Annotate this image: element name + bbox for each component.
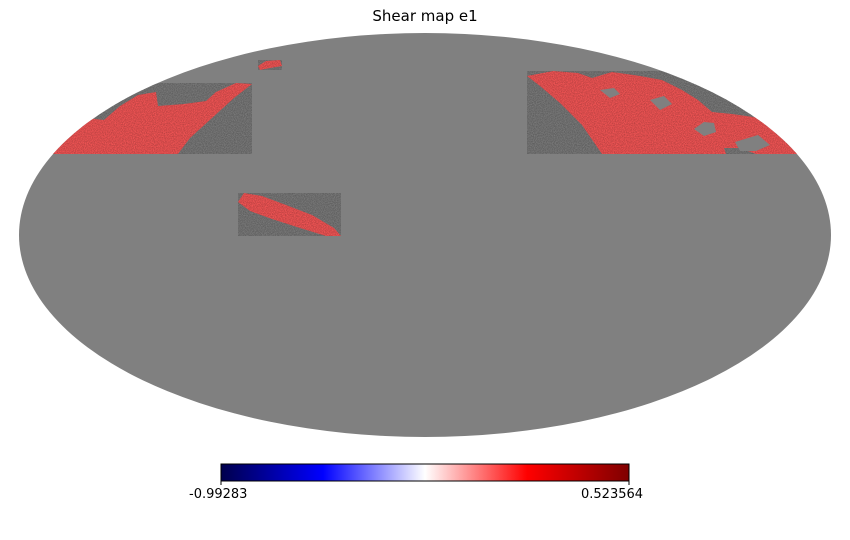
masked-sky-background [19,33,831,437]
masked-hole [735,135,770,151]
colorbar [220,463,630,482]
masked-holes [600,88,770,151]
data-region-top-small-noise [258,60,282,70]
masked-hole [650,96,672,110]
masked-hole [694,122,716,136]
data-region-upper-left-noise [45,83,252,154]
data-pixel-noise [45,60,800,236]
colorbar-min-label: -0.99283 [189,487,248,502]
data-region-upper-right-noise [527,71,800,154]
data-region-streak-noise [238,193,341,236]
colorbar-max-label: 0.523564 [581,487,644,502]
masked-hole [600,88,620,98]
map-title: Shear map e1 [372,7,478,25]
